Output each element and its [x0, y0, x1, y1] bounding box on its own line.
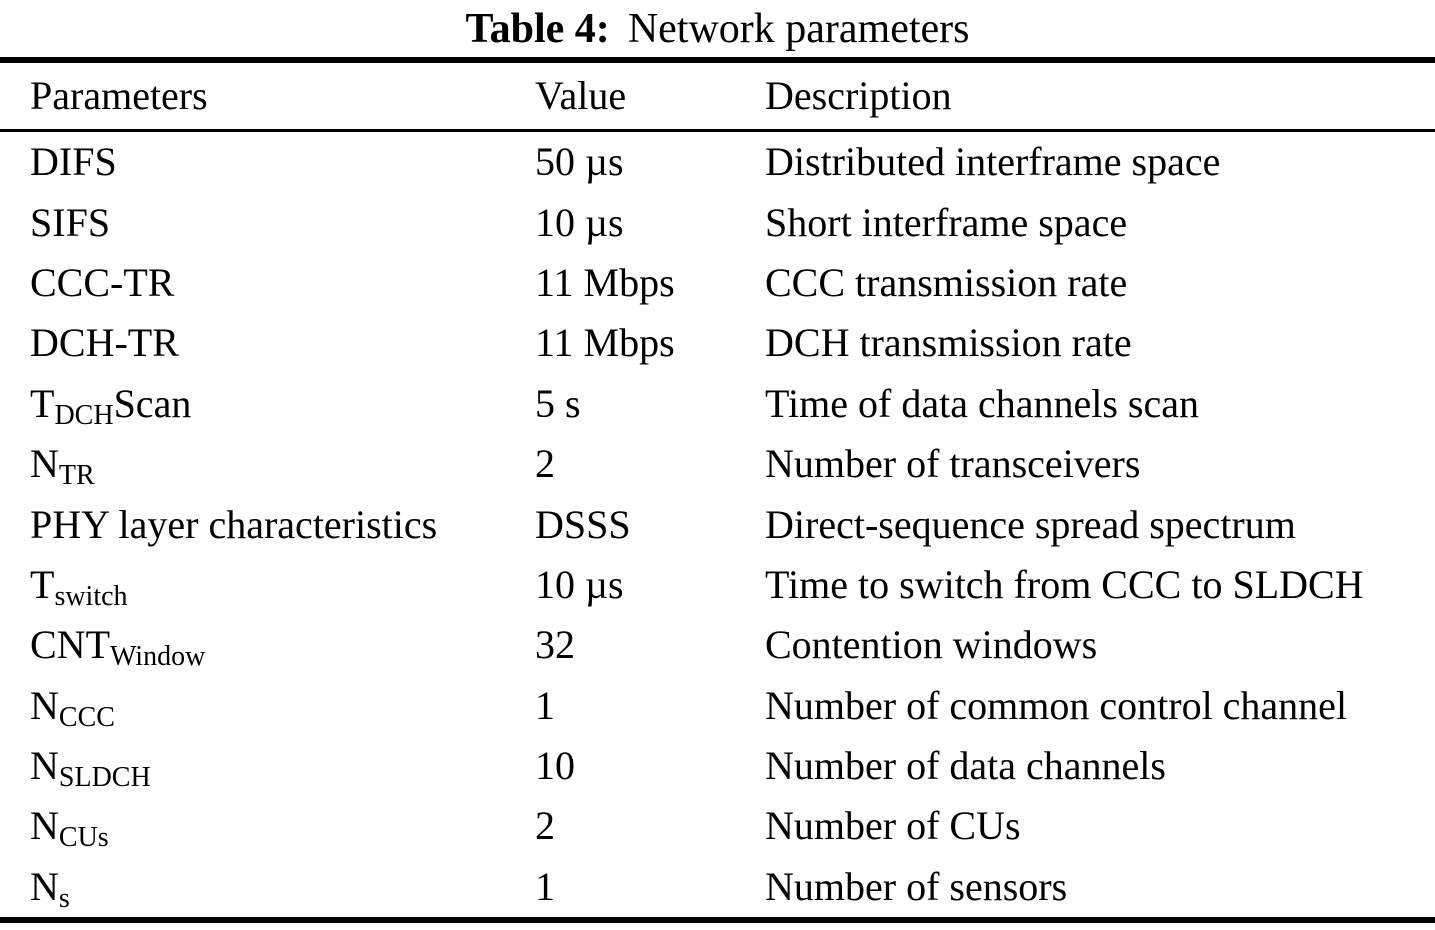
parameter-cell: CCC-TR	[30, 259, 535, 305]
description-cell: Number of transceivers	[765, 441, 1141, 487]
parameter-cell: DIFS	[30, 142, 535, 182]
parameter-text: CCC-TR	[30, 259, 175, 305]
parameter-subscript: CCC	[58, 701, 115, 733]
parameter-text: PHY layer characteristics	[30, 501, 438, 547]
value-cell: 10	[535, 743, 575, 789]
parameter-text: N	[30, 743, 59, 789]
value-cell: DSSS	[535, 501, 631, 547]
column-header-description: Description	[765, 73, 952, 118]
table-row: DCH-TR 11 Mbps DCH transmission rate	[0, 313, 1435, 373]
value-cell: 10 µs	[535, 199, 624, 245]
value-cell: 11 Mbps	[535, 259, 675, 305]
parameter-subscript: Window	[110, 641, 206, 673]
table-row: SIFS 10 µs Short interframe space	[0, 192, 1435, 252]
table-row: Ns 1 Number of sensors	[0, 857, 1435, 917]
table-caption: Table 4: Network parameters	[0, 0, 1435, 57]
description-cell: Distributed interframe space	[765, 139, 1221, 185]
parameter-text: N	[30, 682, 59, 728]
table-row: CNTWindow 32 Contention windows	[0, 615, 1435, 675]
column-header-value: Value	[535, 73, 627, 118]
parameter-text: T	[30, 561, 55, 607]
parameter-cell: NCUs	[30, 803, 535, 852]
description-cell: CCC transmission rate	[765, 259, 1128, 305]
value-cell: 2	[535, 803, 555, 849]
parameter-cell: CNTWindow	[30, 622, 535, 671]
value-cell: 2	[535, 441, 555, 487]
table-bottom-rule	[0, 917, 1435, 924]
table-row: DIFS 50 µs Distributed interframe space	[0, 132, 1435, 192]
parameter-cell: NTR	[30, 441, 535, 490]
table-caption-text: Network parameters	[627, 5, 970, 52]
description-cell: Number of data channels	[765, 743, 1166, 789]
table-header-rule	[0, 129, 1435, 132]
parameter-subscript: CUs	[58, 822, 109, 854]
value-cell: 11 Mbps	[535, 320, 675, 366]
table-top-rule	[0, 57, 1435, 63]
parameter-cell: DCH-TR	[30, 323, 535, 363]
table-row: NCCC 1 Number of common control channel	[0, 676, 1435, 736]
parameter-text: DIFS	[30, 139, 117, 185]
value-cell: 50 µs	[535, 139, 624, 185]
value-cell: 1	[535, 863, 555, 909]
parameter-subscript: TR	[58, 460, 95, 492]
parameter-text: N	[30, 803, 59, 849]
table-row: NCUs 2 Number of CUs	[0, 796, 1435, 856]
parameter-cell: Tswitch	[30, 561, 535, 610]
parameter-cell: TDCHScan	[30, 380, 535, 429]
value-cell: 1	[535, 682, 555, 728]
parameter-text: CNT	[30, 622, 110, 668]
description-cell: Time to switch from CCC to SLDCH	[765, 561, 1364, 607]
parameter-cell: PHY layer characteristics	[30, 501, 535, 547]
value-cell: 5 s	[535, 380, 581, 426]
value-cell: 32	[535, 622, 575, 668]
column-header-parameters: Parameters	[30, 73, 208, 118]
parameter-subscript: SLDCH	[58, 762, 151, 794]
table-row: NSLDCH 10 Number of data channels	[0, 736, 1435, 796]
table-row: TDCHScan 5 s Time of data channels scan	[0, 374, 1435, 434]
parameter-cell: Ns	[30, 863, 535, 912]
value-cell: 10 µs	[535, 561, 624, 607]
table-row: CCC-TR 11 Mbps CCC transmission rate	[0, 253, 1435, 313]
parameter-cell: NSLDCH	[30, 743, 535, 792]
parameter-subscript: s	[58, 882, 70, 914]
description-cell: Contention windows	[765, 622, 1098, 668]
description-cell: DCH transmission rate	[765, 320, 1132, 366]
parameter-text: N	[30, 863, 59, 909]
parameter-text: N	[30, 441, 59, 487]
parameter-text: T	[30, 380, 55, 426]
table-row: Tswitch 10 µs Time to switch from CCC to S…	[0, 555, 1435, 615]
table-row: NTR 2 Number of transceivers	[0, 434, 1435, 494]
table-body: DIFS 50 µs Distributed interframe space SIF…	[0, 132, 1435, 917]
parameter-subscript: DCH	[54, 399, 114, 431]
parameter-text: SIFS	[30, 199, 111, 245]
parameter-cell: NCCC	[30, 682, 535, 731]
description-cell: Number of sensors	[765, 863, 1068, 909]
table-row: PHY layer characteristics DSSS Direct-sequ…	[0, 494, 1435, 554]
description-cell: Number of common control channel	[765, 682, 1348, 728]
parameter-text: Scan	[113, 380, 192, 426]
description-cell: Time of data channels scan	[765, 380, 1199, 426]
description-cell: Direct-sequence spread spectrum	[765, 501, 1296, 547]
table-caption-label: Table 4:	[465, 5, 610, 52]
description-cell: Number of CUs	[765, 803, 1021, 849]
parameter-text: DCH-TR	[30, 320, 179, 366]
description-cell: Short interframe space	[765, 199, 1128, 245]
parameter-subscript: switch	[54, 580, 128, 612]
parameter-cell: SIFS	[30, 199, 535, 245]
table-header-row: Parameters Value Description	[0, 63, 1435, 129]
